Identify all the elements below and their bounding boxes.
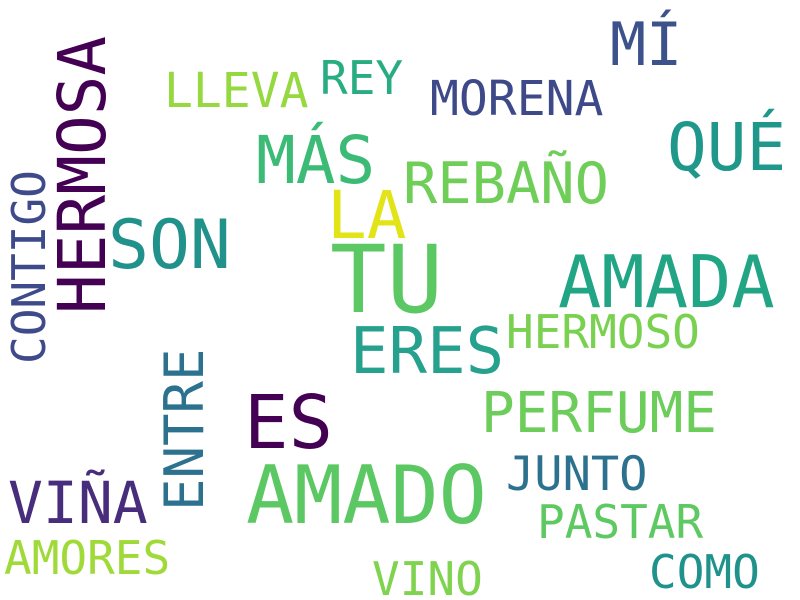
word-perfume: PERFUME [481,381,718,446]
word-pastar: PASTAR [537,495,704,549]
word-tu: TU [330,226,444,335]
word-que: QUÉ [667,109,787,186]
word-mas: MÁS [256,122,376,199]
word-amado: AMADO [246,449,487,542]
word-es: ES [244,380,334,466]
word-rey: REY [320,51,404,105]
word-amada: AMADA [558,240,775,324]
word-hermoso: HERMOSO [506,305,700,359]
word-la: LA [327,177,407,254]
word-eres: ERES [350,315,505,389]
word-morena: MORENA [430,71,604,127]
word-mi: MÍ [610,10,683,80]
word-vino: VINO [372,552,483,600]
word-hermosa: HERMOSA [44,35,121,314]
word-son: SON [108,206,231,285]
word-entre: ENTRE [153,348,216,511]
word-contigo: CONTIGO [2,170,56,364]
word-rebano: REBAÑO [403,151,609,217]
word-amores: AMORES [4,531,171,585]
word-vina: VIÑA [8,469,148,537]
word-como: COMO [649,545,760,599]
word-lleva: LLEVA [164,63,309,119]
word-junto: JUNTO [506,447,648,502]
